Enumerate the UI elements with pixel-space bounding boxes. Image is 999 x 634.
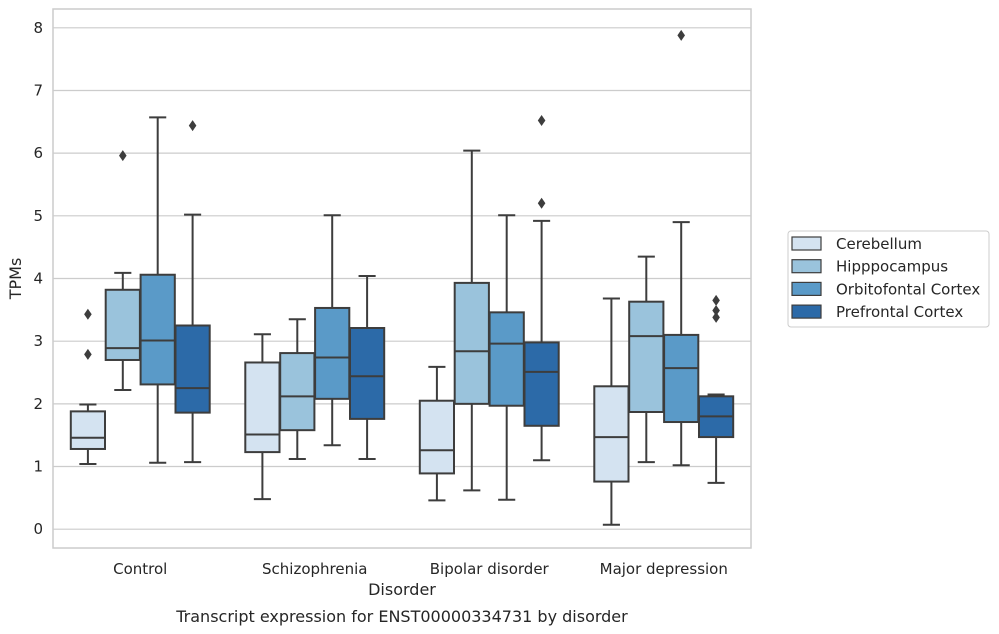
- x-tick-label: Bipolar disorder: [430, 560, 550, 578]
- y-tick-label: 5: [33, 207, 43, 225]
- outlier-point: [537, 115, 546, 127]
- iqr-box: [488, 311, 525, 407]
- outlier-point: [677, 29, 685, 41]
- iqr-box: [453, 281, 490, 405]
- iqr-box: [69, 410, 107, 450]
- box-2-1: [244, 333, 281, 501]
- box-3-3: [488, 214, 525, 501]
- iqr-box: [348, 327, 386, 420]
- box-1-2: [104, 150, 141, 392]
- iqr-box: [593, 385, 630, 483]
- outlier-point: [712, 294, 720, 306]
- iqr-box: [139, 273, 176, 386]
- legend: Cerebellum Hipppocampus Orbitofontal Corte…: [787, 230, 990, 328]
- box-4-2: [628, 255, 665, 464]
- outlier-point: [84, 308, 92, 320]
- box-3-1: [418, 365, 456, 502]
- iqr-box: [418, 399, 456, 475]
- box-1-1: [69, 308, 107, 466]
- iqr-box: [279, 352, 316, 432]
- iqr-box: [523, 341, 560, 427]
- iqr-box: [174, 324, 211, 414]
- legend-entry: Orbitofontal Cortex: [836, 280, 980, 298]
- iqr-box: [663, 333, 700, 424]
- y-tick-labels: 0 1 2 3 4 5 6 7 8: [33, 19, 43, 538]
- chart-caption: Transcript expression for ENST0000033473…: [175, 607, 628, 626]
- box-4-3: [663, 29, 700, 467]
- legend-swatch: [791, 236, 822, 251]
- y-tick-label: 1: [33, 458, 43, 476]
- box-3-4: [523, 115, 560, 462]
- outlier-point: [84, 348, 92, 360]
- legend-swatch: [791, 259, 822, 274]
- y-axis-label: TPMs: [6, 258, 25, 301]
- box-1-4: [174, 120, 211, 464]
- y-tick-label: 4: [33, 270, 43, 288]
- outlier-point: [712, 311, 720, 323]
- iqr-box: [244, 361, 281, 454]
- legend-swatch: [791, 281, 822, 296]
- outlier-point: [712, 304, 720, 316]
- outlier-point: [188, 120, 197, 132]
- legend-entry: Prefrontal Cortex: [836, 303, 963, 321]
- y-tick-label: 8: [33, 19, 43, 37]
- iqr-box: [314, 306, 351, 400]
- box-3-2: [453, 149, 490, 492]
- x-tick-label: Control: [113, 560, 167, 578]
- x-tick-label: Major depression: [600, 560, 728, 578]
- outlier-point: [537, 197, 546, 209]
- legend-frame: [787, 230, 990, 328]
- y-tick-label: 0: [33, 520, 43, 538]
- y-tick-label: 2: [33, 395, 43, 413]
- y-tick-label: 6: [33, 144, 43, 162]
- box-2-4: [348, 274, 386, 461]
- box-4-1: [593, 297, 630, 526]
- legend-swatch: [791, 304, 822, 319]
- x-tick-label: Schizophrenia: [262, 560, 367, 578]
- y-tick-label: 3: [33, 332, 43, 350]
- box-2-3: [314, 214, 351, 447]
- x-tick-labels: Control Schizophrenia Bipolar disorder Majo…: [113, 560, 728, 578]
- outlier-point: [119, 150, 127, 162]
- legend-entry: Hipppocampus: [836, 258, 948, 276]
- box-4-4: [697, 294, 735, 484]
- x-axis-label: Disorder: [368, 580, 436, 599]
- box-1-3: [139, 116, 176, 464]
- legend-entry: Cerebellum: [836, 235, 922, 253]
- iqr-box: [628, 300, 665, 413]
- y-tick-label: 7: [33, 81, 43, 99]
- boxes: [69, 29, 735, 526]
- plot-frame: [52, 8, 752, 549]
- box-2-2: [279, 318, 316, 461]
- iqr-box: [104, 288, 141, 361]
